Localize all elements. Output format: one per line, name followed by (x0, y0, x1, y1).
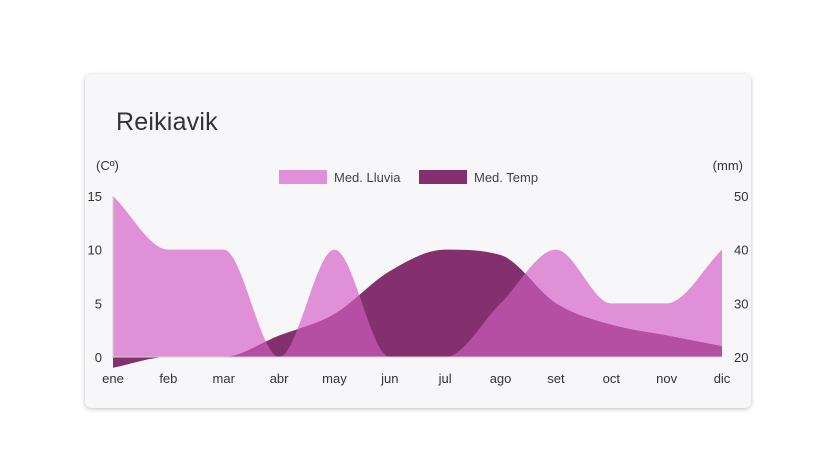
x-tick-label: nov (656, 371, 677, 386)
x-tick-label: oct (603, 371, 621, 386)
x-tick-label: ago (490, 371, 512, 386)
y-left-tick-label: 15 (88, 189, 102, 204)
y-left-tick-label: 5 (95, 296, 102, 311)
y-right-unit-label: (mm) (713, 158, 743, 173)
x-tick-label: abr (270, 371, 289, 386)
legend: Med. Lluvia Med. Temp (279, 170, 538, 185)
y-right-tick-label: 50 (734, 189, 748, 204)
x-tick-label: mar (213, 371, 236, 386)
legend-swatch (419, 170, 467, 184)
axes: 0 5 10 15 20 30 40 50 ene feb mar abr may jun jul ago se… (88, 158, 749, 386)
y-left-tick-label: 0 (95, 350, 102, 365)
x-tick-label: ene (102, 371, 124, 386)
x-tick-label: jul (438, 371, 452, 386)
chart-title: Reikiavik (116, 108, 218, 136)
y-right-tick-label: 20 (734, 350, 748, 365)
x-tick-label: dic (714, 371, 731, 386)
y-right-tick-label: 30 (734, 296, 748, 311)
x-tick-label: may (322, 371, 347, 386)
legend-swatch (279, 170, 327, 184)
y-left-unit-label: (Cº) (96, 158, 119, 173)
y-right-tick-label: 40 (734, 243, 748, 258)
legend-label: Med. Lluvia (334, 170, 401, 185)
x-tick-label: set (547, 371, 565, 386)
plot-area (113, 196, 722, 368)
legend-label: Med. Temp (474, 170, 538, 185)
x-tick-label: feb (159, 371, 177, 386)
y-left-tick-label: 10 (88, 243, 102, 258)
x-tick-label: jun (380, 371, 398, 386)
